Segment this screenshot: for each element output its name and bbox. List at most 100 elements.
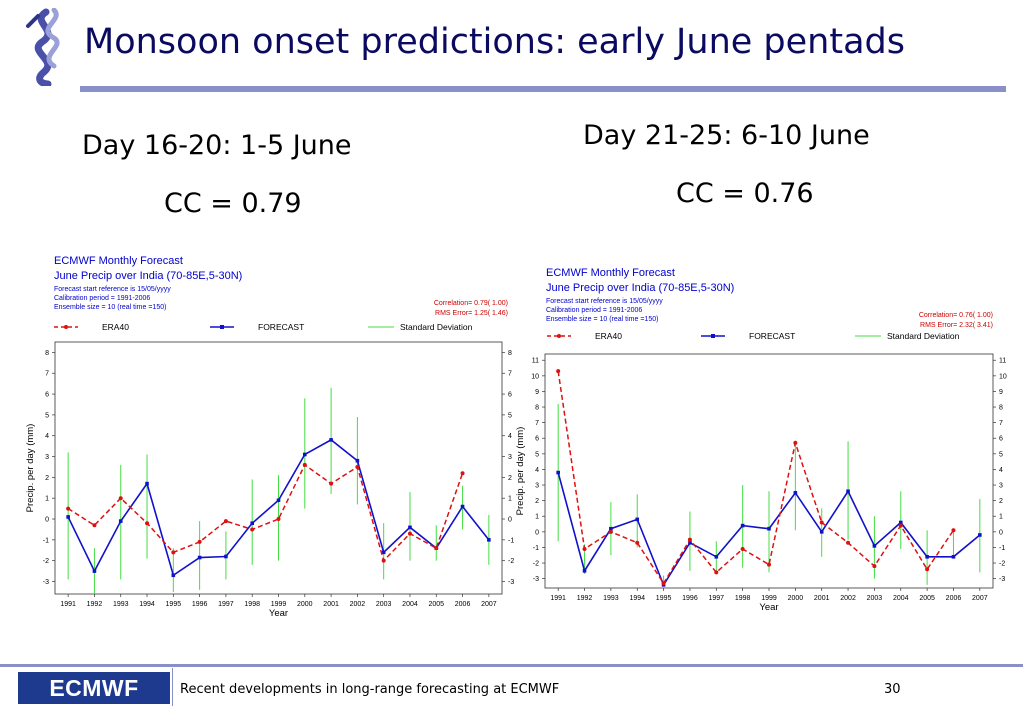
right-ytick-label-right: 5: [999, 451, 1003, 458]
right-era40-point: [951, 528, 956, 533]
right-ytick-label-right: 10: [999, 373, 1007, 380]
left-era40-point: [381, 558, 386, 563]
right-heading: Day 21-25: 6-10 June: [583, 120, 870, 151]
right-era40-point: [687, 537, 692, 542]
left-era40-point: [355, 464, 360, 469]
right-ytick-label-right: 6: [999, 436, 1003, 443]
right-legend-forecast-marker: [711, 334, 715, 338]
left-ytick-label-right: 2: [508, 475, 512, 482]
right-ytick-label-left: 0: [535, 529, 539, 536]
left-ytick-label-right: -3: [508, 579, 514, 586]
left-header-line2: June Precip over India (70-85E,5-30N): [54, 270, 242, 282]
left-era40-point: [276, 517, 281, 522]
left-forecast-point: [171, 573, 176, 578]
right-ytick-label-left: 5: [535, 451, 539, 458]
right-ytick-label-right: 9: [999, 389, 1003, 396]
right-forecast-point: [819, 530, 824, 534]
right-era40-point: [740, 547, 745, 551]
left-header-line5: Ensemble size = 10 (real time =150): [54, 304, 166, 311]
left-rms-error-text: RMS Error= 1.25( 1.46): [435, 310, 508, 317]
left-era40-point: [434, 546, 439, 551]
left-era40-point: [329, 481, 334, 486]
right-ytick-label-left: 9: [535, 389, 539, 396]
left-forecast-point: [460, 504, 465, 509]
left-xtick-label: 1996: [192, 601, 208, 608]
right-legend-forecast-label: FORECAST: [749, 331, 795, 341]
right-era40-point: [714, 570, 719, 575]
right-ytick-label-left: 3: [535, 483, 539, 490]
left-ytick-label-right: 0: [508, 517, 512, 524]
left-ytick-label-left: 1: [45, 496, 49, 503]
left-xtick-label: 1999: [271, 601, 287, 608]
right-forecast-point: [846, 489, 850, 494]
right-era40-point: [661, 581, 666, 586]
left-ytick-label-right: 6: [508, 392, 512, 399]
left-header-line1: ECMWF Monthly Forecast: [54, 255, 183, 267]
right-forecast-point: [978, 533, 982, 537]
left-xtick-label: 1994: [139, 601, 155, 608]
left-legend-era40-label: ERA40: [102, 322, 129, 332]
left-xtick-label: 2003: [376, 601, 392, 608]
left-xtick-label: 2004: [402, 601, 418, 608]
right-xtick-label: 1997: [709, 595, 725, 602]
page-number: 30: [884, 682, 901, 697]
right-forecast-point: [635, 517, 640, 522]
left-x-axis-label: Year: [269, 608, 288, 619]
right-xtick-label: 2006: [946, 595, 962, 602]
left-era40-point: [407, 531, 412, 536]
right-era40-point: [608, 529, 613, 534]
right-xtick-label: 1993: [603, 595, 619, 602]
right-ytick-label-left: 2: [535, 498, 539, 505]
right-era40-point: [898, 523, 903, 528]
right-forecast-point: [793, 491, 798, 495]
right-forecast-point: [767, 526, 771, 531]
left-era40-point: [145, 521, 150, 526]
right-forecast-point: [556, 470, 560, 475]
left-legend-era40-marker: [64, 325, 68, 329]
left-ytick-label-right: -1: [508, 537, 514, 544]
left-forecast-point: [66, 515, 70, 519]
right-ytick-label-left: 1: [535, 514, 539, 521]
chart-left: ECMWF Monthly Forecast June Precip over I…: [25, 255, 514, 619]
left-forecast-point: [197, 555, 202, 560]
left-forecast-point: [487, 538, 491, 542]
right-ytick-label-right: -1: [999, 545, 1005, 552]
chart-right: ECMWF Monthly Forecast June Precip over I…: [515, 267, 1007, 613]
right-y-axis-label: Precip. per day (mm): [515, 427, 526, 516]
left-ytick-label-left: 5: [45, 412, 49, 419]
left-ytick-label-left: -3: [43, 579, 49, 586]
left-forecast-point: [145, 481, 149, 486]
left-forecast-point: [329, 438, 333, 442]
right-era40-point: [635, 540, 640, 545]
left-forecast-point: [302, 452, 307, 457]
right-xtick-label: 2005: [919, 595, 935, 602]
right-ytick-label-left: -1: [533, 545, 539, 552]
footer-text: Recent developments in long-range foreca…: [180, 682, 560, 697]
right-era40-line: [557, 371, 955, 585]
right-era40-point: [793, 440, 798, 445]
left-legend-stddev-label: Standard Deviation: [400, 322, 473, 332]
left-era40-point: [66, 506, 71, 511]
right-correlation: CC = 0.76: [676, 178, 814, 209]
left-xtick-label: 2000: [297, 601, 313, 608]
left-ytick-label-left: 8: [45, 350, 49, 357]
left-forecast-point: [224, 554, 228, 559]
right-ytick-label-right: -2: [999, 561, 1005, 568]
right-xtick-label: 2007: [972, 595, 988, 602]
right-header-line2: June Precip over India (70-85E,5-30N): [546, 282, 734, 294]
left-forecast-point: [408, 525, 412, 530]
left-ytick-label-left: -1: [43, 537, 49, 544]
right-xtick-label: 1996: [682, 595, 698, 602]
right-forecast-point: [898, 520, 903, 525]
left-era40-point: [302, 462, 307, 467]
right-ytick-label-left: 6: [535, 436, 539, 443]
left-forecast-point: [355, 458, 360, 463]
left-era40-point: [250, 527, 255, 532]
right-ytick-label-left: 8: [535, 405, 539, 412]
right-xtick-label: 1995: [656, 595, 672, 602]
right-era40-point: [846, 540, 851, 545]
ecmwf-swirl-logo: [26, 8, 60, 86]
left-ytick-label-right: 1: [508, 496, 512, 503]
left-xtick-label: 2002: [350, 601, 366, 608]
left-forecast-point: [276, 498, 281, 503]
